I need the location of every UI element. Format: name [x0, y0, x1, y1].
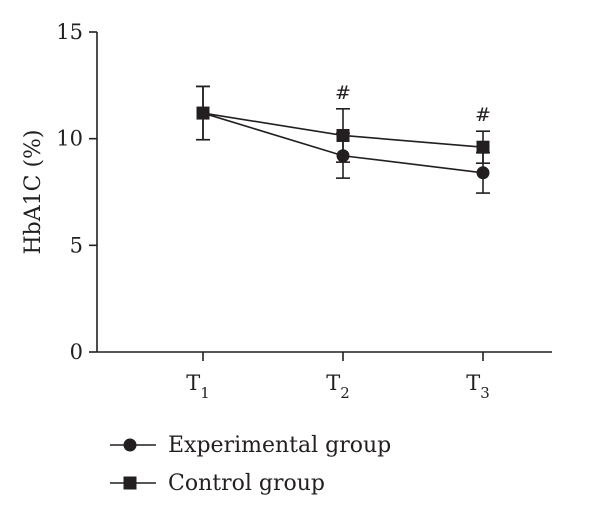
- x-tick-label-main: T: [186, 371, 200, 395]
- legend: Experimental group Control group: [110, 433, 391, 496]
- x-tick-label: T3: [466, 371, 490, 402]
- legend-item: Experimental group: [110, 433, 391, 458]
- x-tick-label: T2: [326, 371, 350, 402]
- data-point-square: [336, 128, 350, 142]
- x-tick-label-subscript: 2: [340, 384, 350, 402]
- significance-mark: #: [475, 104, 491, 126]
- legend-marker-circle: [123, 438, 137, 452]
- legend-item: Control group: [110, 471, 325, 496]
- annotations: ##: [335, 82, 491, 126]
- y-tick-label: 5: [70, 233, 83, 257]
- significance-mark: #: [335, 82, 351, 104]
- series-control: [196, 85, 490, 164]
- legend-label: Control group: [168, 471, 325, 496]
- x-tick-label-main: T: [466, 371, 480, 395]
- data-point-square: [476, 140, 490, 154]
- x-tick-label-main: T: [326, 371, 340, 395]
- x-tick-label-subscript: 1: [200, 384, 210, 402]
- y-axis-title: HbA1C (%): [21, 129, 46, 254]
- series-layer: [196, 85, 490, 194]
- x-tick-label: T1: [186, 371, 210, 402]
- x-tick-label-subscript: 3: [480, 384, 490, 402]
- legend-label: Experimental group: [168, 433, 391, 458]
- y-tick-label: 15: [56, 20, 83, 44]
- y-tick-label: 0: [70, 340, 83, 364]
- data-point-square: [196, 106, 210, 120]
- y-tick-label: 10: [56, 127, 83, 151]
- legend-marker-square: [123, 476, 137, 490]
- data-point-circle: [476, 166, 490, 180]
